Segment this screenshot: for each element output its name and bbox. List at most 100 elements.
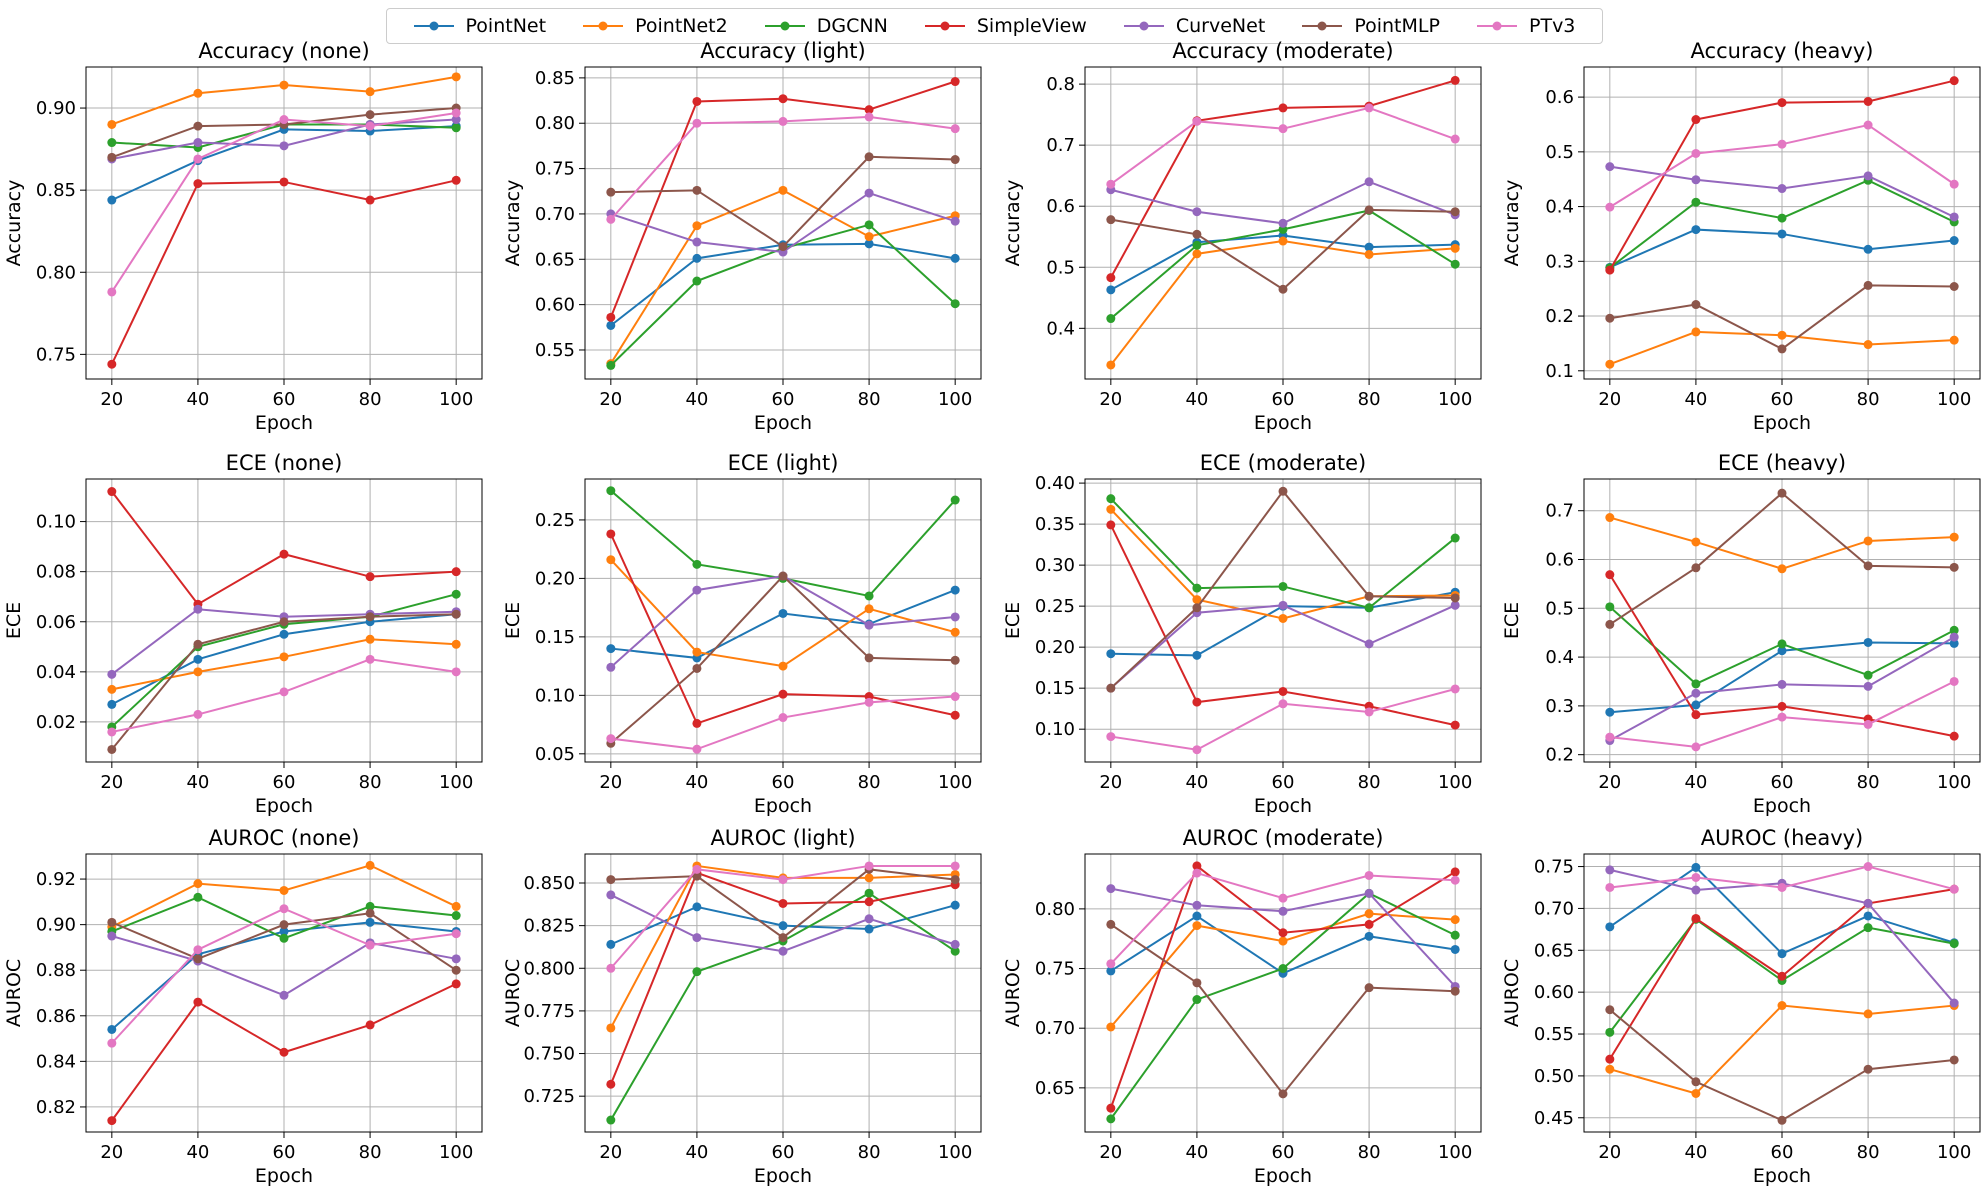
data-point xyxy=(1605,313,1615,323)
y-tick-label: 0.3 xyxy=(1545,696,1574,717)
y-tick-label: 0.80 xyxy=(1035,899,1075,920)
data-point xyxy=(1777,98,1787,108)
y-axis-label: AUROC xyxy=(1501,959,1523,1027)
data-point xyxy=(1106,919,1116,929)
data-point xyxy=(193,121,203,131)
data-point xyxy=(365,110,375,120)
legend-swatch-dgcnn xyxy=(764,21,805,31)
data-point xyxy=(1691,885,1701,895)
legend-label: CurveNet xyxy=(1175,15,1266,37)
series-simpleview xyxy=(606,77,960,322)
axes-frame xyxy=(1583,478,1981,763)
data-point xyxy=(279,177,289,187)
data-point xyxy=(1106,215,1116,225)
data-point xyxy=(1949,236,1959,246)
chart-auroc-heavy: 20 40 60 80 100 0.45 0.50 0.55 0.60 0.65 0.70 0.75 A… xyxy=(1501,826,1981,1187)
data-point xyxy=(1364,931,1374,941)
data-point xyxy=(1450,593,1460,603)
legend-item-pointnet2: PointNet2 xyxy=(583,15,728,37)
series-ptv3 xyxy=(606,861,960,973)
data-point xyxy=(1364,909,1374,919)
y-tick-label: 0.60 xyxy=(1534,982,1574,1003)
y-tick-label: 0.06 xyxy=(36,612,76,633)
data-point xyxy=(1605,865,1615,875)
data-point xyxy=(864,188,874,198)
data-point xyxy=(279,141,289,151)
axes-frame xyxy=(584,853,982,1133)
data-point xyxy=(1278,686,1288,696)
data-point xyxy=(1777,701,1787,711)
data-point xyxy=(692,118,702,128)
series-pointnet2 xyxy=(1605,513,1959,574)
x-tick-label: 20 xyxy=(1099,389,1122,410)
data-point xyxy=(279,687,289,697)
y-tick-label: 0.5 xyxy=(1545,142,1574,163)
data-point xyxy=(864,152,874,162)
data-point xyxy=(451,901,461,911)
data-point xyxy=(1863,96,1873,106)
axes-frame xyxy=(1084,853,1482,1133)
data-point xyxy=(107,195,117,205)
data-point xyxy=(1949,212,1959,222)
x-axis-label: Epoch xyxy=(754,1165,812,1187)
data-point xyxy=(1450,944,1460,954)
data-point xyxy=(365,195,375,205)
series-curvenet xyxy=(1605,162,1959,222)
data-point xyxy=(1605,1054,1615,1064)
data-point xyxy=(1106,683,1116,693)
series-ptv3 xyxy=(107,108,461,297)
data-point xyxy=(1450,930,1460,940)
y-tick-label: 0.82 xyxy=(36,1097,76,1118)
data-point xyxy=(1777,1001,1787,1011)
data-point xyxy=(1192,921,1202,931)
y-tick-label: 0.90 xyxy=(36,915,76,936)
data-point xyxy=(1863,280,1873,290)
y-tick-label: 0.80 xyxy=(535,113,575,134)
y-tick-label: 0.3 xyxy=(1545,251,1574,272)
data-point xyxy=(365,860,375,870)
data-point xyxy=(692,902,702,912)
data-point xyxy=(279,885,289,895)
data-point xyxy=(778,571,788,581)
y-tick-label: 0.65 xyxy=(1534,940,1574,961)
data-point xyxy=(692,276,702,286)
data-point xyxy=(107,931,117,941)
chart-title: Accuracy (none) xyxy=(198,39,369,63)
data-point xyxy=(193,892,203,902)
data-point xyxy=(365,1020,375,1030)
data-point xyxy=(778,946,788,956)
data-point xyxy=(864,239,874,249)
series-ptv3 xyxy=(1106,684,1460,755)
data-point xyxy=(1863,637,1873,647)
chart-auroc-light: 20 40 60 80 100 0.725 0.750 0.775 0.800 0.825 0.85… xyxy=(502,826,982,1187)
data-point xyxy=(365,121,375,131)
data-point xyxy=(451,911,461,921)
data-point xyxy=(864,873,874,883)
x-axis-label: Epoch xyxy=(754,795,812,817)
y-tick-label: 0.4 xyxy=(1046,318,1075,339)
data-point xyxy=(451,72,461,82)
data-point xyxy=(1278,236,1288,246)
x-tick-label: 40 xyxy=(1185,389,1208,410)
series-dgcnn xyxy=(1605,602,1959,689)
data-point xyxy=(1278,103,1288,113)
data-point xyxy=(107,744,117,754)
data-point xyxy=(107,287,117,297)
data-point xyxy=(107,917,117,927)
data-point xyxy=(451,965,461,975)
data-point xyxy=(950,299,960,309)
data-point xyxy=(1777,1115,1787,1125)
x-tick-label: 20 xyxy=(1598,1142,1621,1163)
data-point xyxy=(1364,177,1374,187)
data-point xyxy=(692,933,702,943)
y-tick-label: 0.8 xyxy=(1046,74,1075,95)
series-pointmlp xyxy=(1106,919,1460,1099)
x-tick-label: 20 xyxy=(1099,1142,1122,1163)
data-point xyxy=(1863,719,1873,729)
y-axis-label: AUROC xyxy=(502,959,524,1027)
legend-item-pointnet: PointNet xyxy=(413,15,546,37)
data-point xyxy=(1949,625,1959,635)
chart-title: ECE (moderate) xyxy=(1200,451,1366,475)
y-tick-label: 0.70 xyxy=(1534,898,1574,919)
data-point xyxy=(1450,259,1460,269)
